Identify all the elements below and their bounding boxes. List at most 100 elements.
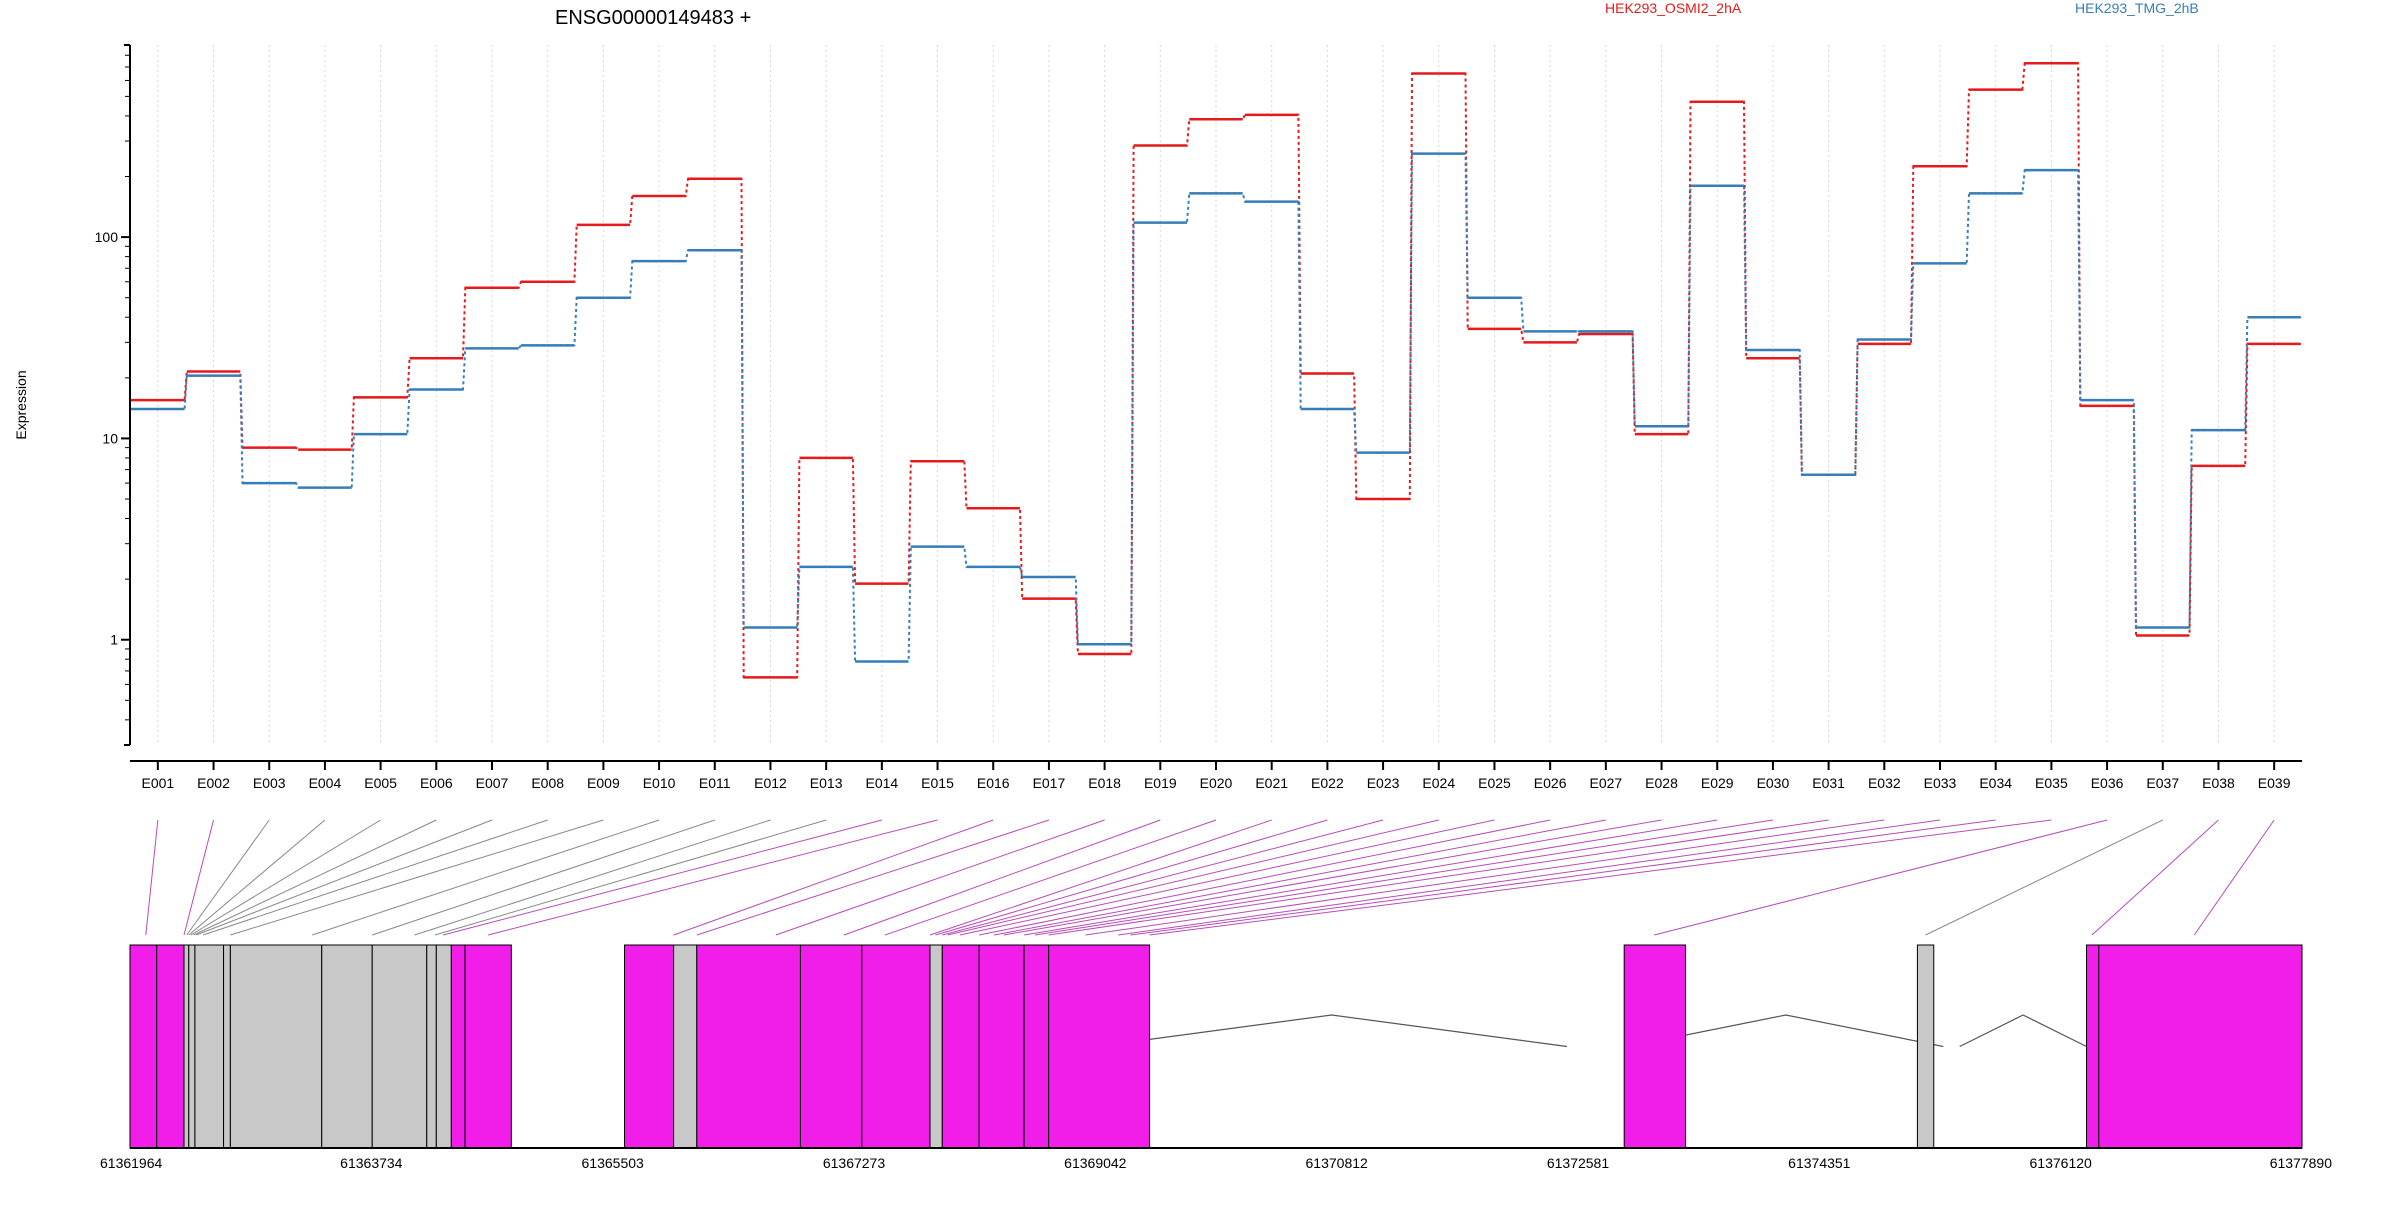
x-tick-label: E024 bbox=[1422, 775, 1455, 791]
x-tick-label: E037 bbox=[2146, 775, 2179, 791]
exon-connector bbox=[775, 819, 1105, 936]
exon-connector bbox=[190, 819, 381, 936]
x-tick-label: E013 bbox=[810, 775, 843, 791]
exonic-part bbox=[464, 944, 512, 1149]
non-exonic-part bbox=[321, 944, 373, 1149]
x-tick-label: E029 bbox=[1701, 775, 1734, 791]
x-tick-label: E039 bbox=[2258, 775, 2291, 791]
x-tick-label: E036 bbox=[2091, 775, 2124, 791]
x-tick-label: E038 bbox=[2202, 775, 2235, 791]
exon-connector bbox=[696, 819, 1050, 936]
x-tick-label: E030 bbox=[1757, 775, 1790, 791]
exonic-part bbox=[978, 944, 1025, 1149]
exonic-part bbox=[450, 944, 466, 1149]
exon-connector bbox=[2193, 819, 2275, 936]
x-tick-label: E005 bbox=[364, 775, 397, 791]
x-tick-label: E035 bbox=[2035, 775, 2068, 791]
non-exonic-part bbox=[426, 944, 437, 1149]
y-axis-label: Expression bbox=[13, 370, 29, 439]
x-tick-label: E017 bbox=[1033, 775, 1066, 791]
exon-connector bbox=[312, 819, 660, 936]
x-tick-label: E028 bbox=[1645, 775, 1678, 791]
x-tick-label: E034 bbox=[1979, 775, 2012, 791]
exon-connector bbox=[1085, 819, 1885, 936]
x-tick-label: E019 bbox=[1144, 775, 1177, 791]
non-exonic-part bbox=[223, 944, 231, 1149]
x-tick-label: E009 bbox=[587, 775, 620, 791]
exon-connector bbox=[1130, 819, 1996, 936]
exonic-part bbox=[2086, 944, 2100, 1149]
coordinate-label: 61376120 bbox=[2030, 1155, 2093, 1171]
coordinate-label: 61372581 bbox=[1547, 1155, 1610, 1171]
exon-connector bbox=[935, 819, 1328, 936]
non-exonic-part bbox=[183, 944, 190, 1149]
x-tick-label: E003 bbox=[253, 775, 286, 791]
coordinate-label: 61367273 bbox=[823, 1155, 886, 1171]
exonic-part bbox=[1623, 944, 1687, 1149]
non-exonic-part bbox=[371, 944, 428, 1149]
exon-connector bbox=[942, 819, 1384, 936]
non-exonic-part bbox=[188, 944, 196, 1149]
intron-line bbox=[1096, 1014, 1567, 1048]
exon-connector bbox=[488, 819, 938, 936]
exonic-part bbox=[156, 944, 185, 1149]
chart-title: ENSG00000149483 + bbox=[555, 7, 751, 29]
exon-connector bbox=[1034, 819, 1774, 936]
exon-connector bbox=[2091, 819, 2219, 936]
exon-connector bbox=[196, 819, 493, 936]
exonic-part bbox=[129, 944, 158, 1149]
exon-connector bbox=[230, 819, 604, 936]
x-tick-label: E031 bbox=[1812, 775, 1845, 791]
exon-connector bbox=[994, 819, 1606, 936]
x-tick-label: E022 bbox=[1311, 775, 1344, 791]
non-exonic-part bbox=[929, 944, 943, 1149]
exon-connector bbox=[1925, 819, 2163, 936]
exon-connector bbox=[884, 819, 1217, 936]
coordinate-label: 61369042 bbox=[1064, 1155, 1127, 1171]
exonic-part bbox=[941, 944, 980, 1149]
exon-connector bbox=[372, 819, 715, 936]
y-tick-label: 1 bbox=[110, 632, 118, 648]
exon-connector bbox=[188, 819, 326, 936]
x-tick-label: E026 bbox=[1534, 775, 1567, 791]
exon-connector bbox=[434, 819, 827, 936]
x-tick-label: E023 bbox=[1367, 775, 1400, 791]
x-tick-label: E010 bbox=[643, 775, 676, 791]
x-tick-label: E020 bbox=[1200, 775, 1233, 791]
x-tick-label: E033 bbox=[1924, 775, 1957, 791]
exonic-part bbox=[2098, 944, 2303, 1149]
y-tick-label: 100 bbox=[95, 229, 119, 245]
x-tick-label: E025 bbox=[1478, 775, 1511, 791]
exon-connector bbox=[443, 819, 882, 936]
exon-connector bbox=[929, 819, 1272, 936]
exon-connector bbox=[843, 819, 1161, 936]
exon-connector bbox=[947, 819, 1439, 936]
x-tick-label: E015 bbox=[921, 775, 954, 791]
exon-connector bbox=[1024, 819, 1718, 936]
exonic-part bbox=[1023, 944, 1050, 1149]
legend-label-series-b: HEK293_TMG_2hB bbox=[2075, 0, 2199, 16]
x-tick-label: E002 bbox=[197, 775, 230, 791]
exonic-part bbox=[1048, 944, 1151, 1149]
exonic-part bbox=[624, 944, 675, 1149]
x-tick-label: E021 bbox=[1255, 775, 1288, 791]
exon-connector bbox=[145, 819, 159, 936]
coordinate-label: 61361964 bbox=[100, 1155, 163, 1171]
exon-connector bbox=[183, 819, 215, 936]
exonic-part bbox=[799, 944, 863, 1149]
legend-label-series-a: HEK293_OSMI2_2hA bbox=[1605, 0, 1742, 16]
exon-connector bbox=[186, 819, 270, 936]
exon-connector bbox=[1654, 819, 2108, 936]
non-exonic-part bbox=[229, 944, 323, 1149]
grid-lines bbox=[157, 45, 2275, 745]
x-tick-label: E007 bbox=[476, 775, 509, 791]
coordinate-label: 61365503 bbox=[582, 1155, 645, 1171]
x-tick-label: E012 bbox=[754, 775, 787, 791]
exon-connector bbox=[414, 819, 771, 936]
exon-connector bbox=[1149, 819, 2052, 936]
exon-connector bbox=[673, 819, 994, 936]
x-tick-label: E006 bbox=[420, 775, 453, 791]
x-tick-label: E004 bbox=[309, 775, 342, 791]
